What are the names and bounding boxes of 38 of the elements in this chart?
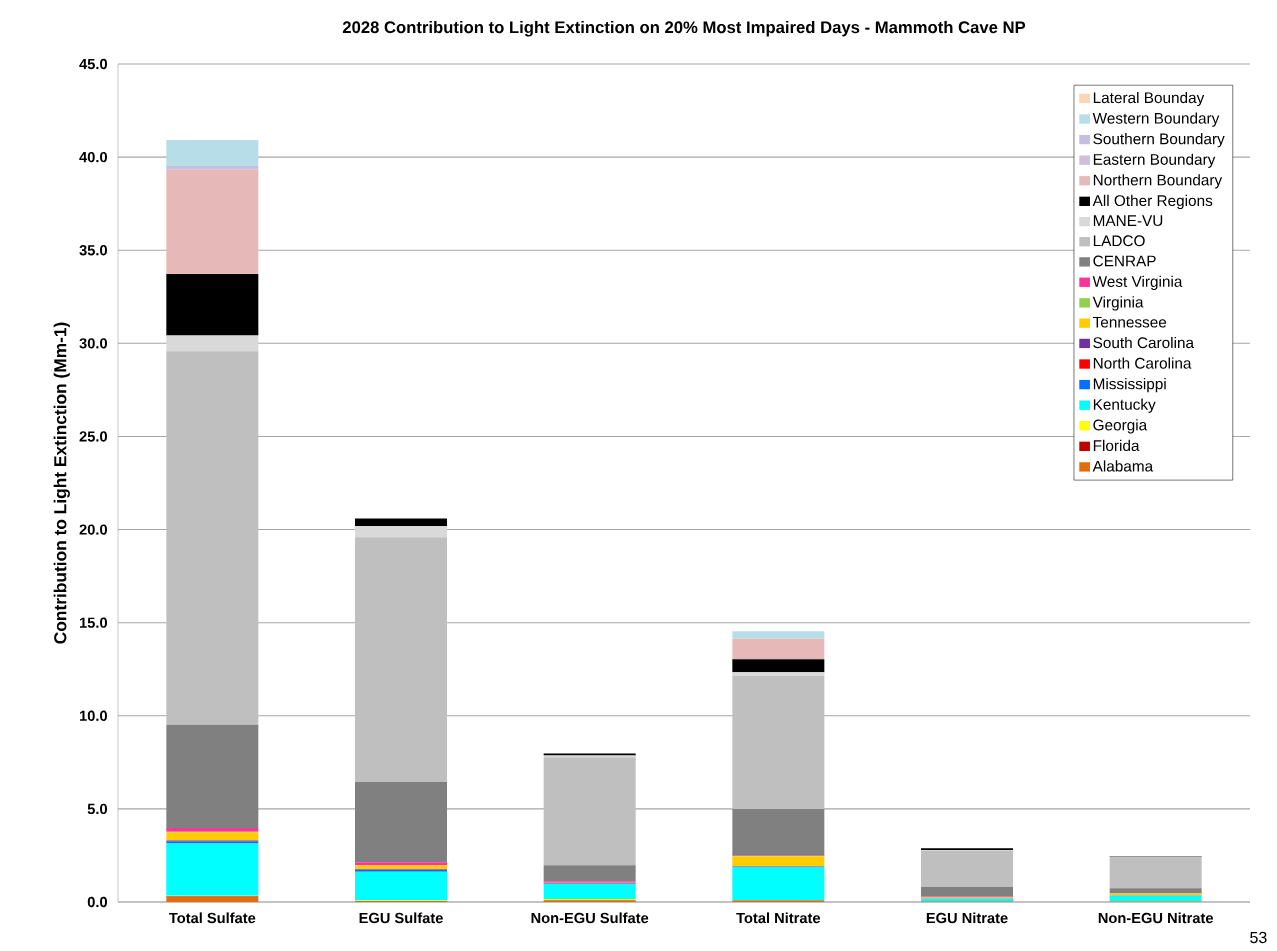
legend-label: Florida bbox=[1093, 439, 1140, 452]
x-tick-label: Total Sulfate bbox=[169, 912, 256, 924]
legend-label: All Other Regions bbox=[1092, 194, 1213, 210]
y-tick-label: 15.0 bbox=[79, 617, 107, 628]
y-tick-label: 10.0 bbox=[79, 710, 107, 721]
chart-title: 2028 Contribution to Light Extinction on 20% Most Impaired Days - Mammoth Cave NP bbox=[342, 20, 1026, 37]
x-tick-label: EGU Sulfate bbox=[359, 912, 443, 924]
text: 53 bbox=[1250, 931, 1267, 944]
legend-label: Eastern Boundary bbox=[1093, 153, 1216, 168]
legend-label: Mississippi bbox=[1093, 378, 1166, 393]
legend-label: MANE-VU bbox=[1093, 215, 1163, 227]
legend-label: Alabama bbox=[1092, 460, 1154, 472]
y-tick-label: 25.0 bbox=[79, 431, 107, 442]
legend-label: Northern Boundary bbox=[1093, 174, 1223, 189]
y-tick-label: 0.0 bbox=[87, 896, 107, 908]
y-axis-title: Contribution to Light Extinction (Mm-1) bbox=[53, 322, 70, 644]
legend-label: LADCO bbox=[1093, 235, 1145, 247]
y-tick-label: 40.0 bbox=[79, 151, 107, 163]
legend-label: West Virginia bbox=[1092, 275, 1183, 290]
y-tick-label: 30.0 bbox=[79, 338, 107, 349]
x-tick-label: Total Nitrate bbox=[736, 912, 821, 924]
legend-label: Western Boundary bbox=[1092, 112, 1220, 127]
legend-label: Lateral Bounday bbox=[1093, 91, 1205, 107]
legend-label: South Carolina bbox=[1093, 336, 1195, 349]
legend-label: Georgia bbox=[1093, 419, 1148, 434]
legend-label: Southern Boundary bbox=[1093, 133, 1225, 148]
legend-label: CENRAP bbox=[1093, 255, 1156, 267]
legend-label: North Carolina bbox=[1093, 357, 1192, 369]
legend-label: Tennessee bbox=[1092, 316, 1167, 328]
y-tick-label: 20.0 bbox=[79, 524, 107, 535]
x-tick-label: EGU Nitrate bbox=[926, 912, 1008, 924]
y-tick-label: 35.0 bbox=[79, 245, 107, 256]
x-tick-label: Non-EGU Sulfate bbox=[531, 912, 649, 924]
legend-label: Virginia bbox=[1092, 296, 1144, 311]
x-tick-label: Non-EGU Nitrate bbox=[1098, 912, 1214, 924]
y-tick-label: 5.0 bbox=[87, 803, 107, 815]
legend-label: Kentucky bbox=[1093, 398, 1156, 413]
y-tick-label: 45.0 bbox=[79, 58, 107, 70]
